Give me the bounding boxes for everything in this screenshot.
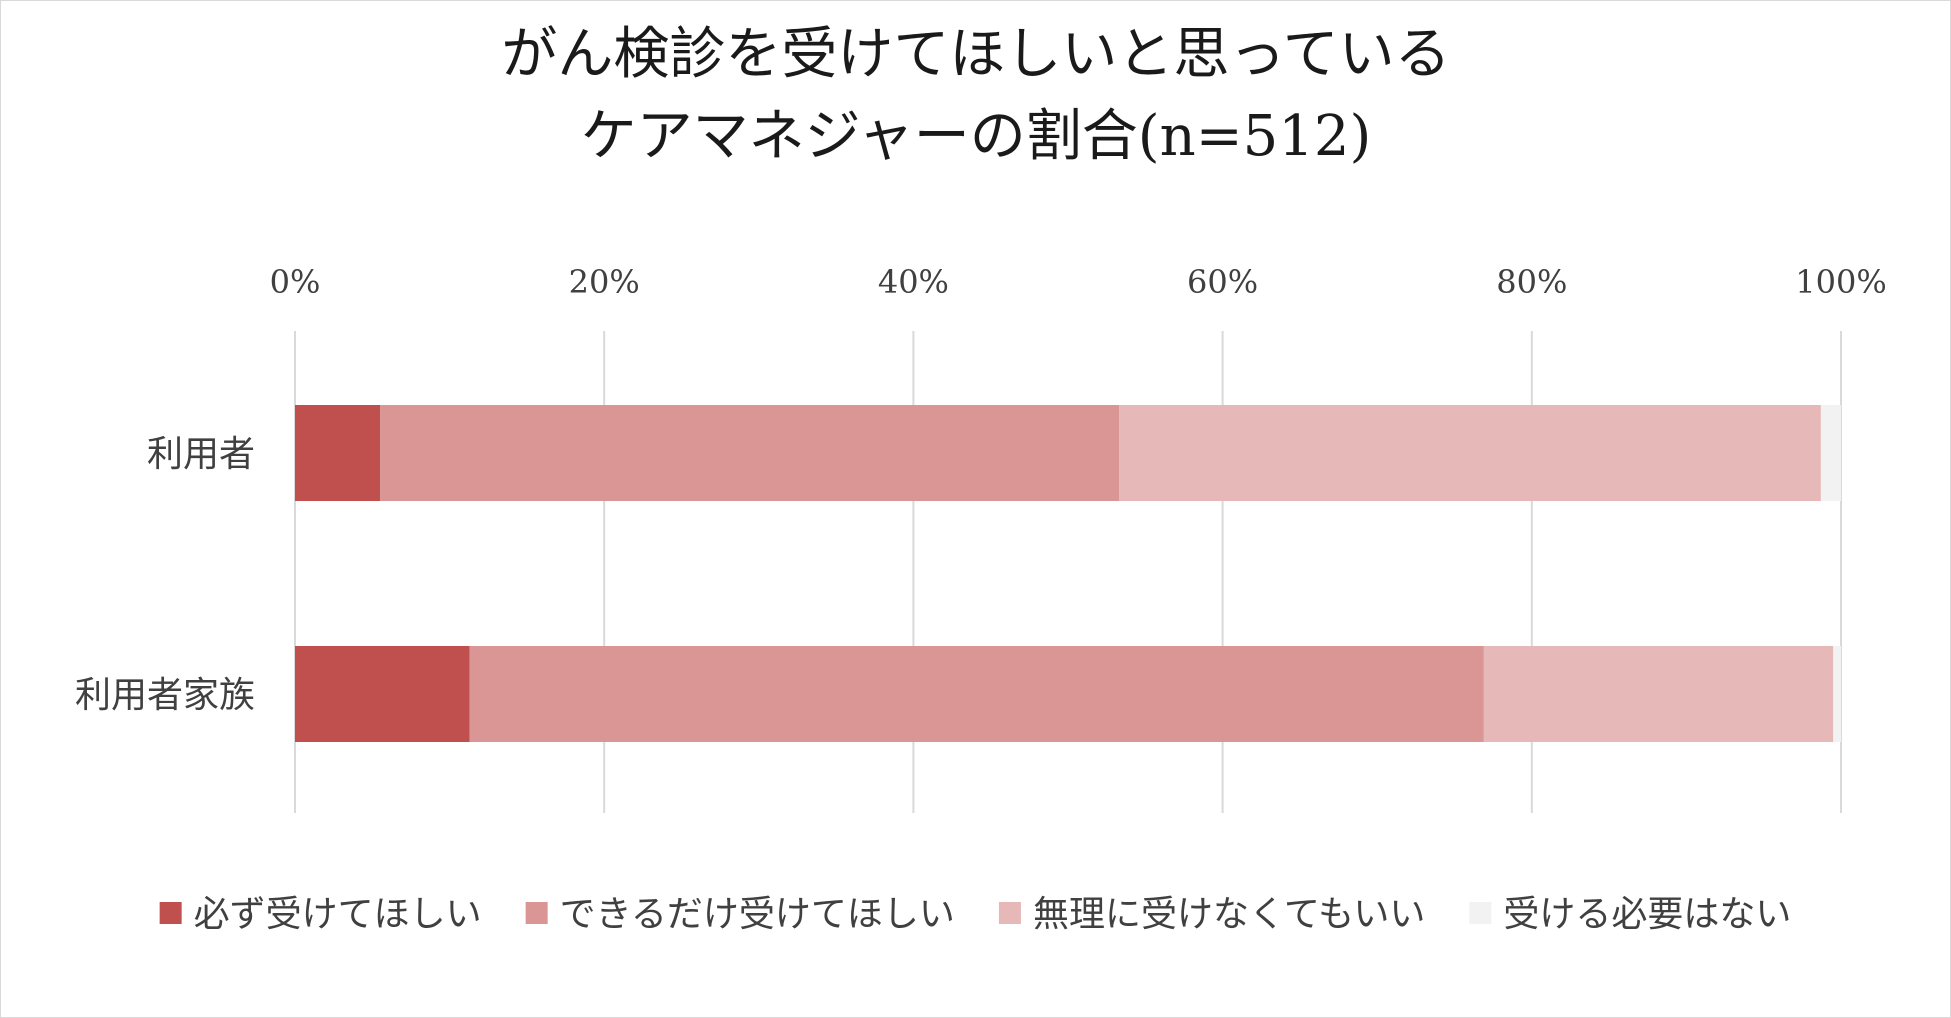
legend-label: 無理に受けなくてもいい: [1033, 894, 1425, 935]
legend-swatch: [1469, 902, 1492, 924]
x-tick-label: 0%: [270, 263, 321, 301]
x-tick-label: 80%: [1496, 263, 1567, 301]
chart-title-line-1: がん検診を受けてほしいと思っている: [501, 22, 1450, 87]
legend-label: できるだけ受けてほしい: [560, 894, 955, 935]
bar-segment: [380, 405, 1120, 501]
legend-label: 受ける必要はない: [1503, 894, 1791, 935]
legend-swatch: [159, 902, 182, 924]
bar-segment: [1820, 405, 1841, 501]
x-tick-label: 60%: [1187, 263, 1258, 301]
legend-swatch: [525, 902, 548, 924]
chart-title-line-2: ケアマネジャーの割合(n=512): [581, 104, 1372, 169]
x-tick-label: 20%: [569, 263, 640, 301]
bar-segment: [1119, 405, 1821, 501]
legend-item: 受ける必要はない: [1469, 894, 1791, 935]
bar-segment: [1483, 646, 1834, 742]
chart-title: がん検診を受けてほしいと思っている ケアマネジャーの割合(n=512): [501, 22, 1450, 169]
bar-segment: [469, 646, 1484, 742]
legend-swatch: [998, 902, 1021, 924]
legend-item: 無理に受けなくてもいい: [998, 894, 1425, 935]
x-tick-label: 40%: [878, 263, 949, 301]
bar-segment: [295, 405, 381, 501]
legend-label: 必ず受けてほしい: [194, 894, 482, 935]
bars: [295, 405, 1841, 742]
category-label: 利用者: [147, 434, 255, 475]
x-tick-label: 100%: [1795, 263, 1886, 301]
legend-item: 必ず受けてほしい: [159, 894, 482, 935]
x-axis-ticks: 0% 20% 40% 60% 80% 100%: [270, 263, 1887, 301]
bar-segment: [1833, 646, 1841, 742]
bar-segment: [295, 646, 470, 742]
category-label: 利用者家族: [75, 675, 255, 716]
legend-item: できるだけ受けてほしい: [525, 894, 955, 935]
legend: 必ず受けてほしい できるだけ受けてほしい 無理に受けなくてもいい 受ける必要はない: [159, 894, 1791, 935]
